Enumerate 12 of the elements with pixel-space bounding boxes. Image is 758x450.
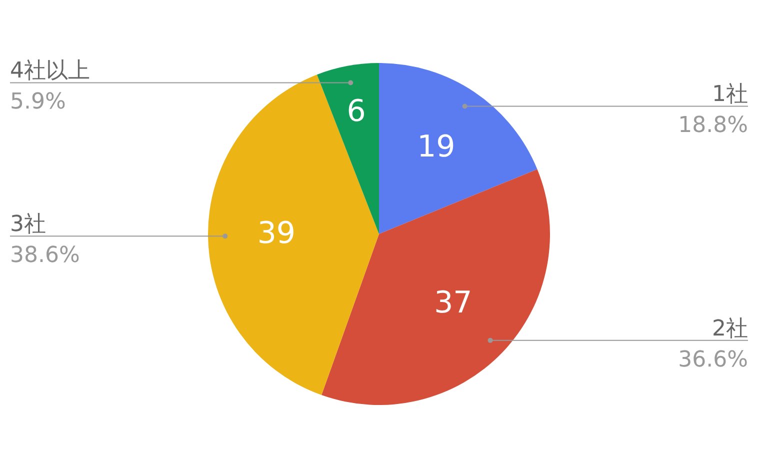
data-label: 19 (417, 130, 456, 165)
slice-label: 3社 (10, 212, 46, 238)
text: 18.8% (678, 113, 748, 138)
slice-label: 2社 (712, 316, 748, 342)
text: 5.9% (10, 90, 66, 115)
data-label: 37 (434, 286, 472, 321)
slice-label: 4社以上 (10, 58, 90, 84)
text: 36.6% (678, 347, 748, 372)
text: 38.6% (10, 243, 80, 268)
slice-label: 1社 (712, 82, 748, 108)
data-label: 6 (346, 94, 366, 129)
data-label: 39 (257, 216, 296, 252)
